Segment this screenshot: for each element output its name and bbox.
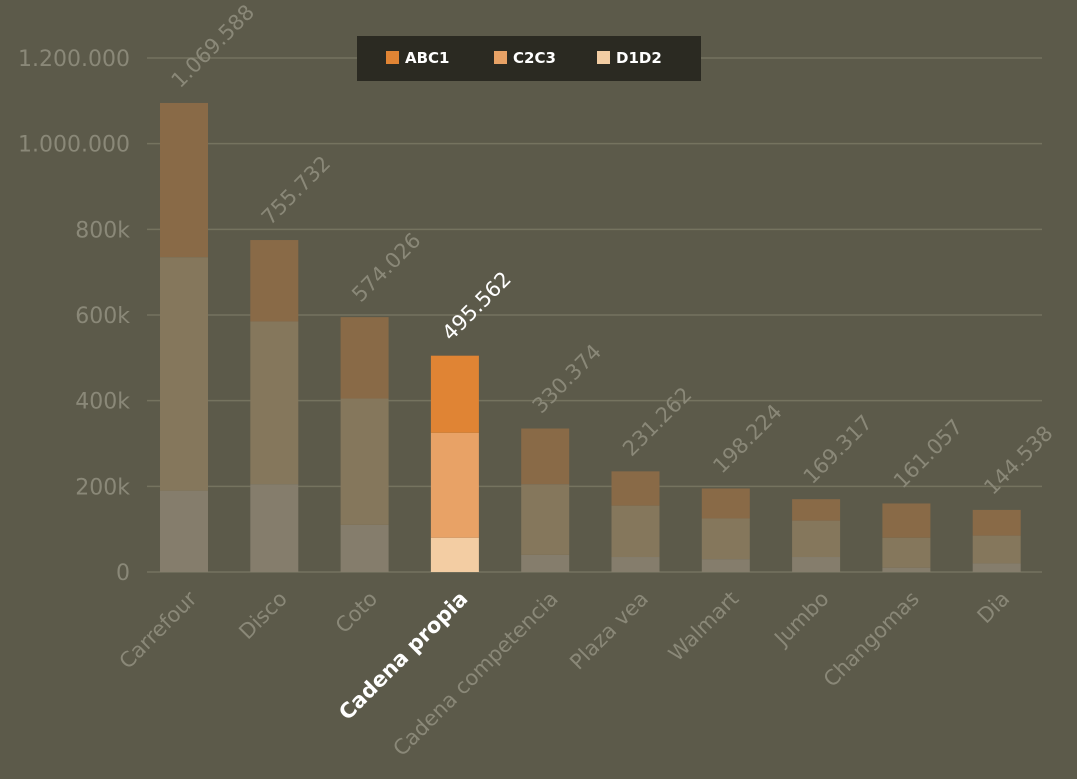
- category-label: Carrefour: [115, 586, 202, 673]
- y-tick-label: 800k: [75, 218, 130, 243]
- bar-segment-c2c3: [250, 321, 299, 485]
- bar-total-label: 574.026: [347, 228, 425, 306]
- y-tick-label: 600k: [75, 304, 130, 329]
- bar-segment-c2c3: [611, 505, 660, 558]
- category-label: Walmart: [664, 587, 743, 666]
- y-tick-label: 200k: [75, 475, 130, 500]
- y-tick-label: 0: [116, 561, 130, 586]
- bar-segment-abc1: [792, 499, 841, 521]
- legend-label: D1D2: [616, 49, 662, 67]
- legend-swatch: [386, 51, 399, 64]
- category-label: Changomas: [819, 587, 924, 692]
- bar-segment-d1d2: [792, 557, 841, 572]
- bar-segment-c2c3: [792, 520, 841, 558]
- legend-label: C2C3: [513, 49, 556, 67]
- category-label: Cadena competencia: [388, 587, 562, 761]
- bar-segment-d1d2: [882, 567, 931, 572]
- category-label: Disco: [234, 587, 292, 645]
- bar-total-label: 755.732: [257, 151, 335, 229]
- y-tick-label: 1.200.000: [18, 47, 130, 72]
- bar-segment-d1d2: [972, 563, 1021, 572]
- bar-segment-abc1: [611, 471, 660, 506]
- legend-swatch: [597, 51, 610, 64]
- legend-swatch: [494, 51, 507, 64]
- bar-segment-abc1: [882, 503, 931, 538]
- legend-box: [357, 36, 701, 81]
- bar-segment-abc1: [972, 509, 1021, 536]
- category-label: Coto: [331, 587, 382, 638]
- legend: ABC1 C2C3 D1D2: [357, 36, 701, 81]
- bar-segment-abc1: [430, 355, 479, 433]
- category-label: Dia: [973, 587, 1015, 629]
- category-label: Jumbo: [768, 587, 833, 652]
- bar-segment-c2c3: [882, 537, 931, 568]
- bar-segment-d1d2: [521, 554, 570, 572]
- bar-total-label: 330.374: [528, 340, 606, 418]
- y-tick-label: 400k: [75, 390, 130, 415]
- bar-segment-d1d2: [430, 537, 479, 572]
- bar-segment-abc1: [701, 488, 750, 519]
- bar-segment-c2c3: [430, 432, 479, 538]
- bar-segment-d1d2: [340, 524, 389, 572]
- bar-segment-abc1: [160, 102, 208, 258]
- bar-segment-c2c3: [340, 398, 389, 525]
- bar-segment-d1d2: [160, 490, 208, 572]
- bar-segment-abc1: [250, 240, 299, 322]
- y-tick-label: 1.000.000: [18, 133, 130, 158]
- bar-total-label: 144.538: [979, 421, 1057, 499]
- category-label: Plaza vea: [565, 587, 653, 675]
- bar-segment-c2c3: [972, 535, 1021, 564]
- bar-segment-c2c3: [521, 484, 570, 555]
- bar-total-label: 198.224: [708, 400, 786, 478]
- bar-total-label: 169.317: [799, 410, 877, 488]
- bar-segment-abc1: [521, 428, 570, 485]
- y-axis-ticks: 0 200k 400k 600k 800k 1.000.000 1.200.000: [18, 47, 130, 586]
- bar-segment-abc1: [340, 317, 389, 399]
- bar-total-label: 231.262: [618, 382, 696, 460]
- bar-segment-d1d2: [250, 484, 299, 572]
- bar-total-label: 1.069.588: [167, 0, 260, 93]
- bar-total-label: 495.562: [437, 267, 515, 345]
- bar-total-label: 161.057: [889, 415, 967, 493]
- bar-segment-d1d2: [701, 559, 750, 572]
- bar-segment-d1d2: [611, 557, 660, 572]
- legend-label: ABC1: [405, 49, 450, 67]
- bars: [160, 102, 1021, 572]
- bar-segment-c2c3: [160, 257, 208, 491]
- bar-segment-c2c3: [701, 518, 750, 560]
